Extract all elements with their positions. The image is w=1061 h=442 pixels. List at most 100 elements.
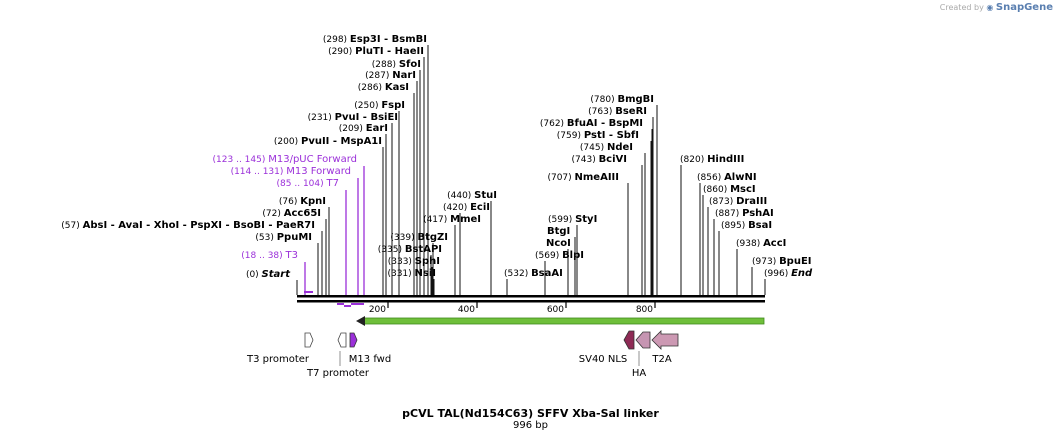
site-position: (707) [547,173,574,183]
site-position: (743) [572,155,599,165]
feature-t7-promoter [337,332,347,348]
site-label: (250) FspI [354,100,405,111]
site-label: (76) KpnI [279,196,326,207]
site-label: (209) EarI [339,123,388,134]
site-enzyme-name: End [791,268,813,279]
feature-label: T3 promoter [246,354,310,365]
site-position: (417) [423,215,450,225]
site-label: NcoI [546,238,571,249]
site-enzyme-name: BsaI [748,220,772,231]
primer-label: (18 .. 38) T3 [241,250,298,261]
primer-name: M13/pUC Forward [268,154,357,165]
snapgene-logo-icon: ◉ [986,3,994,12]
backbone-top-strand [297,295,765,298]
site-position: (763) [588,107,615,117]
site-label: (707) NmeAIII [547,172,619,183]
primer-range: (114 .. 131) [231,167,287,177]
credit-brand: SnapGene [995,2,1053,13]
site-enzyme-name: StyI [575,214,597,225]
orf-arrow-head [356,316,365,326]
site-label: (231) PvuI - BsiEI [308,112,398,123]
primer-range: (123 .. 145) [213,155,269,165]
site-position: (745) [580,143,607,153]
site-label: (339) BtgZI [390,232,448,243]
site-enzyme-name: BstAPI [405,244,442,255]
site-label: (420) EciI [443,202,490,213]
site-enzyme-name: PshAI [742,208,774,219]
site-label: (873) DraIII [709,196,767,207]
primer-range: (85 .. 104) [277,179,327,189]
map-length: 996 bp [513,420,548,431]
site-label: (569) BlpI [535,250,584,261]
site-position: (335) [378,245,405,255]
site-position: (873) [709,197,736,207]
site-position: (895) [721,221,748,231]
site-label: (780) BmgBI [590,94,654,105]
site-enzyme-name: BseRI [615,106,647,117]
tick-label: 800 [636,305,653,315]
feature-label: SV40 NLS [579,354,628,365]
site-position: (339) [390,233,417,243]
snapgene-credit: Created by ◉ SnapGene [940,2,1053,13]
site-position: (298) [323,35,350,45]
site-enzyme-name: SphI [415,256,440,267]
feature-m13-fwd [349,332,358,348]
feature-sv40-nls [623,330,635,350]
site-enzyme-name: StuI [474,190,497,201]
backbone-bottom-strand [297,300,765,303]
site-position: (209) [339,124,366,134]
site-label: (938) AccI [736,238,786,249]
site-enzyme-name: NcoI [546,238,571,249]
site-enzyme-name: BfuAI - BspMI [567,118,643,129]
site-position: (57) [61,221,82,231]
feature-label: T7 promoter [306,368,370,379]
site-enzyme-name: EarI [366,123,388,134]
site-position: (200) [274,137,301,147]
feature-label: HA [632,368,647,379]
site-enzyme-name: NarI [392,70,416,81]
site-label: (290) PluTI - HaeII [328,46,424,57]
site-enzyme-name: NsiI [415,268,436,279]
site-label: (895) BsaI [721,220,772,231]
site-position: (973) [752,257,779,267]
site-enzyme-name: BtgI [547,226,570,237]
site-enzyme-name: BtgZI [417,232,448,243]
site-position: (938) [736,239,763,249]
site-position: (250) [354,101,381,111]
site-position: (532) [504,269,531,279]
feature-label: T2A [651,354,671,365]
site-enzyme-name: PstI - SbfI [584,130,639,141]
tick-label: 600 [547,305,564,315]
site-position: (231) [308,113,335,123]
site-label: (996) End [764,268,813,279]
site-position: (420) [443,203,470,213]
primer-label: (123 .. 145) M13/pUC Forward [213,154,357,165]
site-label: (532) BsaAI [504,268,563,279]
site-enzyme-name: AlwNI [724,172,757,183]
site-label: (0) Start [246,269,291,280]
site-label: (887) PshAI [715,208,774,219]
primer-range: (18 .. 38) [241,251,285,261]
feature-label: M13 fwd [349,354,391,365]
site-position: (856) [697,173,724,183]
site-position: (288) [372,60,399,70]
site-label: (287) NarI [365,70,416,81]
site-enzyme-name: AbsI - AvaI - XhoI - PspXI - BsoBI - Pae… [83,220,315,231]
site-position: (72) [262,209,283,219]
site-position: (599) [548,215,575,225]
site-enzyme-name: PvuII - MspA1I [301,136,382,147]
site-label: (759) PstI - SbfI [557,130,639,141]
feature-ha [635,331,651,349]
site-enzyme-name: KpnI [300,196,326,207]
site-label: (335) BstAPI [378,244,442,255]
site-label: (72) Acc65I [262,208,321,219]
site-enzyme-name: HindIII [707,154,744,165]
site-enzyme-name: Start [262,269,292,280]
site-label: (286) KasI [358,82,409,93]
site-enzyme-name: SfoI [399,59,421,70]
primer-name: T7 [326,178,339,189]
credit-prefix: Created by [939,3,984,12]
site-label: (417) MmeI [423,214,481,225]
site-position: (780) [590,95,617,105]
site-label: (599) StyI [548,214,597,225]
